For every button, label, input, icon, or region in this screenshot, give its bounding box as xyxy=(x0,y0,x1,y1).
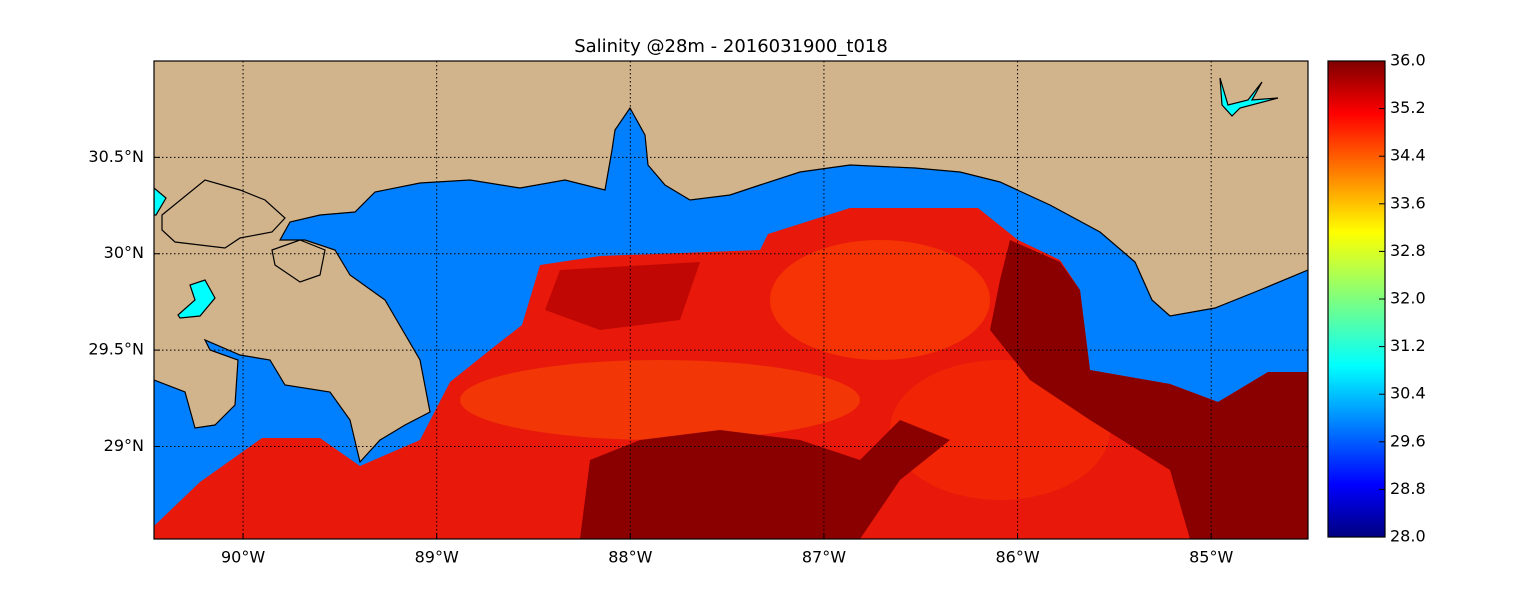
y-tick-label: 30°N xyxy=(104,243,144,262)
x-tick-label: 88°W xyxy=(608,548,652,567)
salinity-patch xyxy=(770,240,990,360)
colorbar-tick-label: 34.4 xyxy=(1390,146,1426,165)
grid xyxy=(154,61,1308,539)
salinity-patch-high xyxy=(545,262,700,330)
salinity-patch-high xyxy=(580,420,950,539)
salinity-patch-high xyxy=(990,240,1308,539)
salinity-patch xyxy=(460,360,860,440)
colorbar-tick-label: 32.8 xyxy=(1390,241,1426,260)
y-tick-label: 29.5°N xyxy=(88,340,144,359)
land-island xyxy=(271,239,326,283)
colorbar-tick-label: 33.6 xyxy=(1390,193,1426,212)
x-tick-label: 89°W xyxy=(415,548,459,567)
colorbar-tick-label: 36.0 xyxy=(1390,51,1426,70)
x-tick-label: 86°W xyxy=(995,548,1039,567)
y-tick-label: 30.5°N xyxy=(88,147,144,166)
colorbar xyxy=(1327,60,1386,538)
map-area xyxy=(154,61,1308,539)
colorbar-tick-label: 30.4 xyxy=(1390,384,1426,403)
x-tick-label: 85°W xyxy=(1189,548,1233,567)
colorbar-tick-label: 28.0 xyxy=(1390,527,1426,546)
map-frame xyxy=(153,60,1309,540)
y-tick-label: 29°N xyxy=(104,436,144,455)
colorbar-tick-label: 32.0 xyxy=(1390,289,1426,308)
inland-lake xyxy=(177,279,216,319)
x-tick-label: 90°W xyxy=(221,548,265,567)
inland-lake xyxy=(154,187,167,216)
lake-shore xyxy=(161,179,286,249)
map-title: Salinity @28m - 2016031900_t018 xyxy=(574,36,888,57)
inland-lake xyxy=(1219,77,1279,117)
colorbar-tick-label: 31.2 xyxy=(1390,336,1426,355)
colorbar-tick-label: 28.8 xyxy=(1390,479,1426,498)
colorbar-tick-label: 35.2 xyxy=(1390,98,1426,117)
colorbar-tick-label: 29.6 xyxy=(1390,431,1426,450)
x-tick-label: 87°W xyxy=(802,548,846,567)
